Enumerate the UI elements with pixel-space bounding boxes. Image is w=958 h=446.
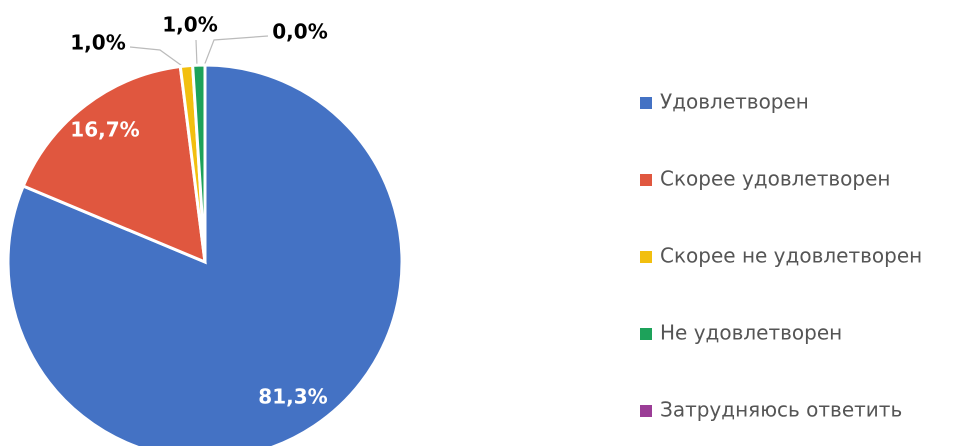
legend-swatch (640, 405, 652, 417)
legend-swatch (640, 174, 652, 186)
pie-slice (21, 64, 207, 265)
legend-label: Не удовлетворен (660, 321, 842, 345)
legend-swatch (640, 251, 652, 263)
legend-label: Скорее удовлетворен (660, 167, 890, 191)
leader-line (195, 39, 198, 67)
legend-swatch (640, 328, 652, 340)
data-label: 1,0% (162, 13, 217, 37)
data-label: 81,3% (258, 385, 327, 409)
leader-line (203, 35, 269, 67)
data-label: 16,7% (70, 118, 139, 142)
legend-swatch (640, 97, 652, 109)
legend-label: Удовлетворен (660, 90, 809, 114)
legend-label: Скорее не удовлетворен (660, 244, 922, 268)
data-label: 1,0% (70, 31, 125, 55)
legend-label: Затрудняюсь ответить (660, 398, 902, 422)
data-label: 0,0% (272, 20, 327, 44)
leader-line (129, 46, 186, 69)
leader-lines (129, 35, 269, 69)
